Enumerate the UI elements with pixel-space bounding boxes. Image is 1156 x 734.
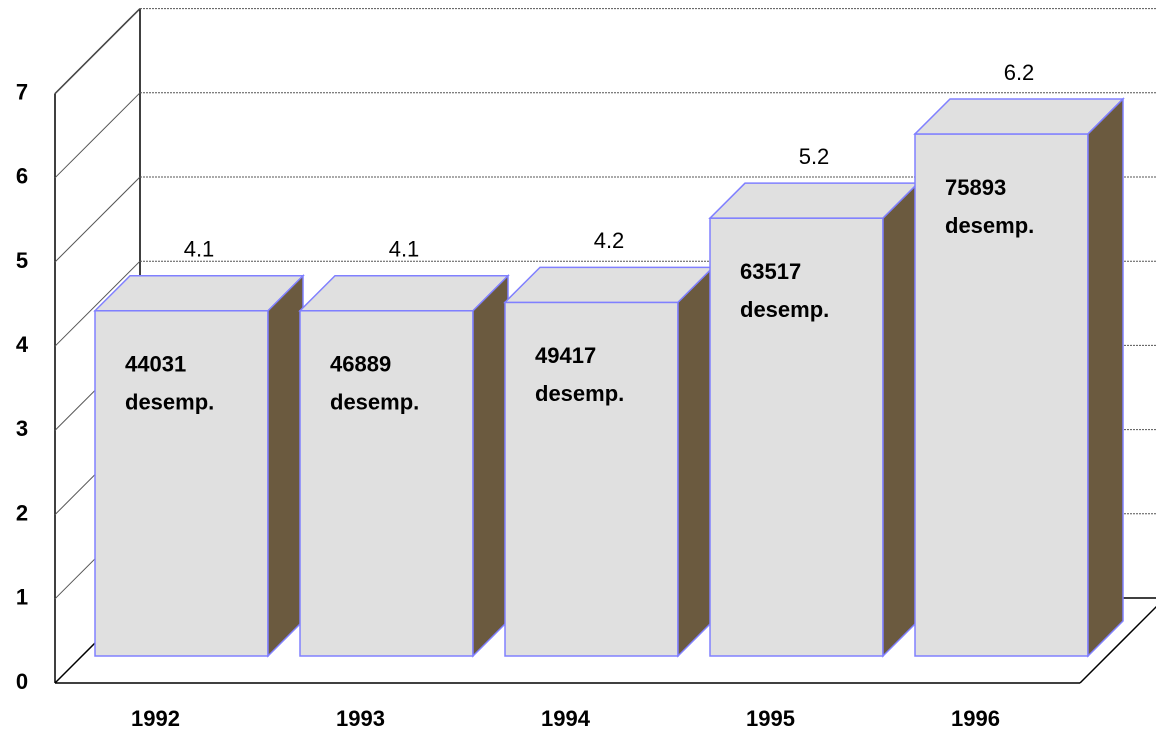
bar — [504, 301, 679, 657]
value-label: 4.1 — [389, 237, 420, 262]
bar-annotation: desemp. — [740, 297, 829, 322]
bar-top — [298, 275, 510, 312]
bar-top — [913, 98, 1125, 135]
bar-annotation: desemp. — [945, 213, 1034, 238]
floor-right — [1079, 605, 1156, 684]
bar-side — [677, 265, 714, 658]
bar-side — [472, 273, 509, 658]
bar-annotation: 46889 — [330, 352, 391, 377]
value-label: 5.2 — [799, 144, 830, 169]
bar-side — [882, 181, 919, 658]
bar — [709, 217, 884, 657]
value-label: 4.1 — [184, 237, 215, 262]
y-tick-label: 3 — [16, 416, 28, 441]
y-tick-label: 4 — [16, 332, 29, 357]
grid-line — [54, 260, 141, 347]
y-tick-label: 6 — [16, 164, 28, 189]
bar-side — [1087, 97, 1124, 658]
bar-annotation: desemp. — [125, 390, 214, 415]
x-tick-label: 1992 — [131, 706, 180, 731]
bar-side — [267, 273, 304, 658]
y-tick-label: 5 — [16, 248, 28, 273]
grid-line — [54, 8, 141, 94]
bar-annotation: 44031 — [125, 352, 186, 377]
grid-line — [54, 176, 141, 263]
value-label: 4.2 — [594, 228, 625, 253]
bar-annotation: 49417 — [535, 343, 596, 368]
bar-annotation: 75893 — [945, 175, 1006, 200]
bar-top — [503, 266, 715, 304]
bar — [914, 133, 1089, 657]
bar-annotation: desemp. — [535, 381, 624, 406]
x-tick-label: 1993 — [336, 706, 385, 731]
y-tick-label: 1 — [16, 585, 28, 610]
value-label: 6.2 — [1004, 60, 1035, 85]
x-tick-label: 1995 — [746, 706, 795, 731]
y-tick-label: 0 — [16, 669, 28, 694]
bar-top — [93, 275, 305, 312]
bar — [94, 310, 269, 657]
bar-top — [708, 182, 920, 219]
x-tick-label: 1996 — [951, 706, 1000, 731]
y-tick-label: 2 — [16, 500, 28, 525]
bar-annotation: desemp. — [330, 390, 419, 415]
x-tick-label: 1994 — [541, 706, 591, 731]
grid-line — [54, 92, 141, 179]
bar-annotation: 63517 — [740, 259, 801, 284]
bar — [299, 310, 474, 657]
y-tick-label: 7 — [16, 79, 28, 104]
